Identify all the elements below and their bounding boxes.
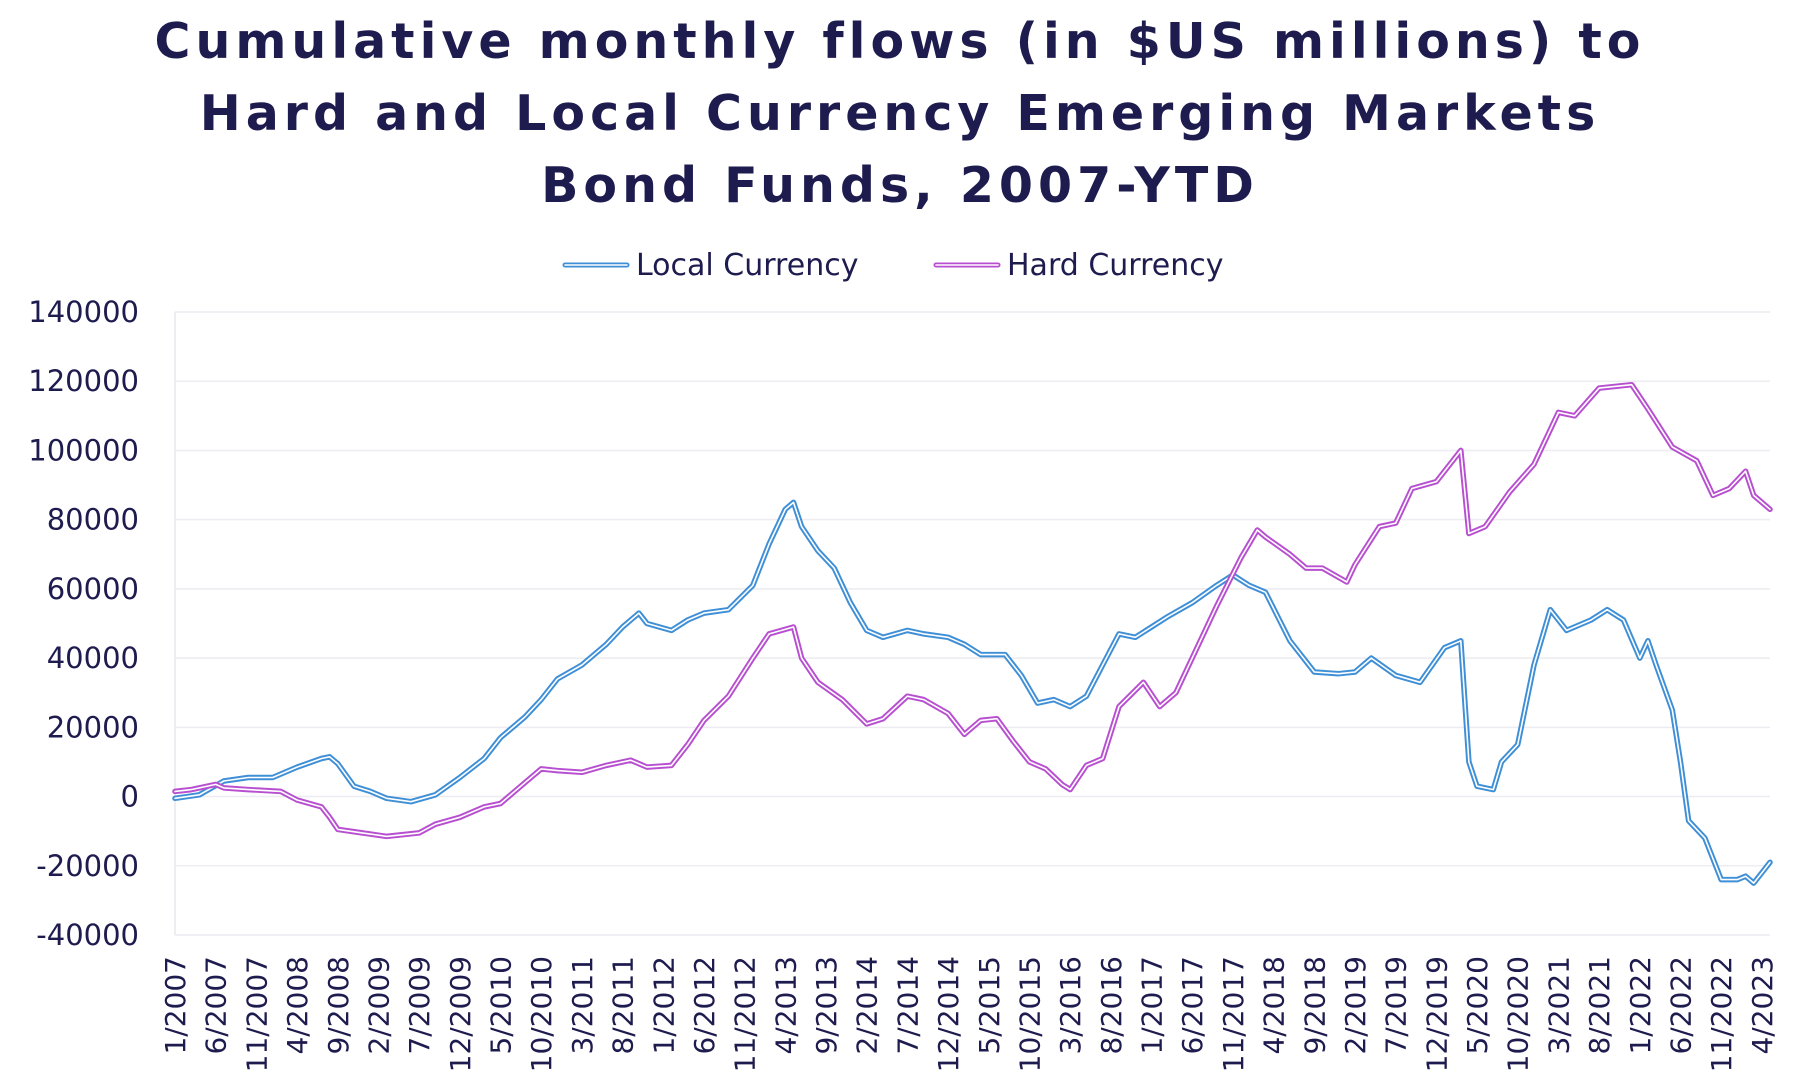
y-tick-label: 0 — [121, 780, 139, 814]
x-tick-label: 9/2018 — [1298, 956, 1331, 1055]
x-tick-label: 11/2012 — [729, 956, 762, 1072]
x-tick-label: 6/2017 — [1176, 956, 1209, 1055]
x-tick-label: 2/2019 — [1339, 956, 1372, 1055]
series-line-local-currency — [172, 499, 1773, 886]
x-tick-label: 6/2022 — [1664, 956, 1697, 1055]
x-tick-label: 1/2022 — [1624, 956, 1657, 1055]
chart-title-line-1: Cumulative monthly flows (in $US million… — [154, 13, 1646, 70]
x-tick-label: 2/2014 — [851, 956, 884, 1055]
x-tick-label: 9/2008 — [322, 956, 355, 1055]
x-tick-label: 3/2011 — [566, 956, 599, 1055]
y-tick-label: -20000 — [36, 849, 139, 883]
x-tick-label: 1/2012 — [647, 956, 680, 1055]
x-axis: 1/2007 6/2007 11/2007 4/2008 9/2008 2/2009 7/2… — [159, 956, 1779, 1072]
y-tick-label: 100000 — [28, 433, 139, 467]
series-line-hard-currency — [172, 381, 1773, 840]
x-tick-label: 7/2009 — [403, 956, 436, 1055]
x-tick-label: 8/2016 — [1095, 956, 1128, 1055]
x-tick-label: 10/2010 — [525, 956, 558, 1072]
x-tick-label: 12/2019 — [1420, 956, 1453, 1072]
x-tick-label: 3/2021 — [1542, 956, 1575, 1055]
y-tick-label: 20000 — [47, 710, 139, 744]
x-tick-label: 6/2007 — [200, 956, 233, 1055]
x-tick-label: 11/2017 — [1217, 956, 1250, 1072]
chart-legend: Local Currency Hard Currency — [562, 248, 1224, 283]
x-tick-label: 6/2012 — [688, 956, 721, 1055]
x-tick-label: 7/2014 — [891, 956, 924, 1055]
chart-title-line-2: Hard and Local Currency Emerging Markets — [199, 85, 1601, 142]
y-tick-label: 140000 — [28, 295, 139, 329]
legend-label-local-currency: Local Currency — [636, 248, 858, 283]
x-tick-label: 5/2020 — [1461, 956, 1494, 1055]
x-tick-label: 1/2017 — [1136, 956, 1169, 1055]
y-tick-label: 40000 — [47, 641, 139, 675]
y-tick-label: 80000 — [47, 503, 139, 537]
x-tick-label: 9/2013 — [810, 956, 843, 1055]
x-tick-label: 8/2011 — [607, 956, 640, 1055]
series-line-core-hard-currency — [174, 383, 1771, 838]
x-tick-label: 12/2009 — [444, 956, 477, 1072]
grid-lines — [174, 311, 1770, 936]
x-tick-label: 4/2023 — [1746, 956, 1779, 1055]
x-tick-label: 10/2020 — [1502, 956, 1535, 1072]
x-tick-label: 5/2015 — [973, 956, 1006, 1055]
x-tick-label: 11/2007 — [240, 956, 273, 1072]
x-tick-label: 2/2009 — [362, 956, 395, 1055]
x-tick-label: 5/2010 — [485, 956, 518, 1055]
y-tick-label: 60000 — [47, 572, 139, 606]
legend-label-hard-currency: Hard Currency — [1007, 248, 1224, 283]
x-tick-label: 11/2022 — [1705, 956, 1738, 1072]
chart-title: Cumulative monthly flows (in $US million… — [0, 6, 1800, 222]
x-tick-label: 8/2021 — [1583, 956, 1616, 1055]
x-tick-label: 4/2013 — [769, 956, 802, 1055]
y-tick-label: 120000 — [28, 364, 139, 398]
x-tick-label: 3/2016 — [1054, 956, 1087, 1055]
x-tick-label: 7/2019 — [1380, 956, 1413, 1055]
x-tick-label: 4/2018 — [1258, 956, 1291, 1055]
x-tick-label: 12/2014 — [932, 956, 965, 1072]
series-layer — [172, 381, 1773, 886]
y-axis: 140000 120000 100000 80000 60000 40000 20000 0 -… — [28, 295, 139, 952]
y-tick-label: -40000 — [36, 918, 139, 952]
x-tick-label: 1/2007 — [159, 956, 192, 1055]
x-tick-label: 4/2008 — [281, 956, 314, 1055]
x-tick-label: 10/2015 — [1013, 956, 1046, 1072]
chart-title-line-3: Bond Funds, 2007-YTD — [541, 157, 1259, 214]
series-line-core-local-currency — [174, 501, 1771, 884]
